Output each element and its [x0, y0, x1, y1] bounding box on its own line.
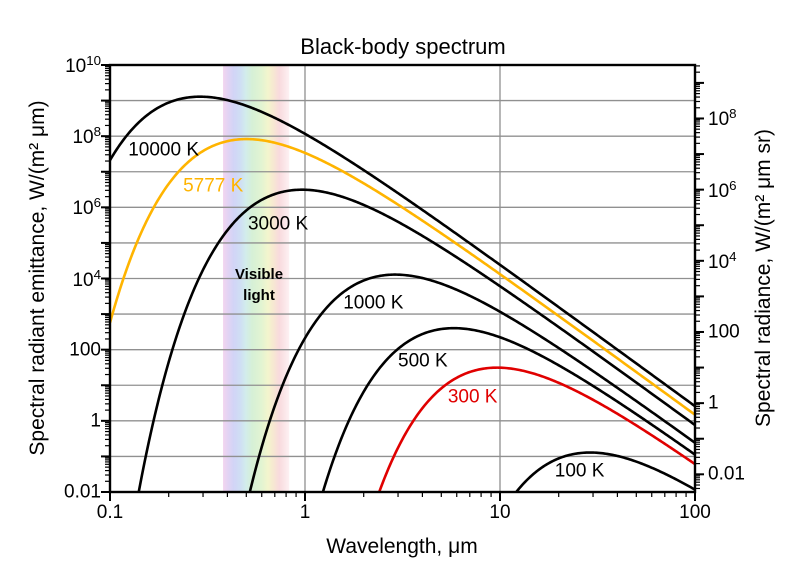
y-axis-label-left: Spectral radiant emittance, W/(m² μm) [26, 100, 49, 456]
y-left-tick-label: 1 [90, 410, 101, 432]
x-tick-label: 100 [679, 502, 711, 523]
y-left-tick-label: 100 [69, 339, 101, 361]
y-left-tick-label: 106 [72, 195, 101, 220]
y-right-tick-label: 106 [708, 177, 737, 202]
curve-label-1000K: 1000 K [343, 292, 404, 314]
curve-label-10000K: 10000 K [128, 139, 199, 161]
curve-label-100K: 100 K [554, 460, 605, 482]
y-right-tick-label: 108 [708, 106, 737, 131]
y-left-tick-label: 1010 [65, 52, 101, 78]
y-axis-label-right: Spectral radiance, W/(m² μm sr) [752, 129, 775, 427]
curve-3000K [137, 188, 695, 492]
x-tick-label: 0.1 [96, 502, 124, 523]
curve-100K [514, 451, 695, 492]
curve-5777K [110, 137, 695, 416]
y-left-tick-label: 104 [72, 266, 101, 291]
y-left-tick-label: 0.01 [64, 481, 101, 503]
y-right-tick-label: 100 [708, 321, 740, 343]
visible-light-label: Visible light [234, 266, 284, 305]
curve-label-300K: 300 K [447, 386, 498, 408]
y-right-tick-label: 1 [708, 392, 719, 414]
y-right-tick-label: 0.01 [708, 463, 745, 485]
y-left-tick-label: 108 [72, 123, 101, 149]
x-tick-label: 1 [299, 502, 311, 523]
curve-label-5777K: 5777 K [183, 175, 244, 197]
curve-300K [377, 366, 695, 492]
curve-label-500K: 500 K [398, 350, 448, 372]
x-axis-label: Wavelength, μm [326, 535, 478, 558]
curve-1000K [248, 273, 695, 492]
curve-500K [321, 326, 695, 492]
y-right-tick-label: 104 [708, 248, 737, 273]
x-tick-label: 10 [489, 502, 511, 523]
chart-title: Black-body spectrum [300, 34, 506, 59]
curve-10000K [110, 95, 695, 408]
curve-label-3000K: 3000 K [247, 213, 309, 235]
